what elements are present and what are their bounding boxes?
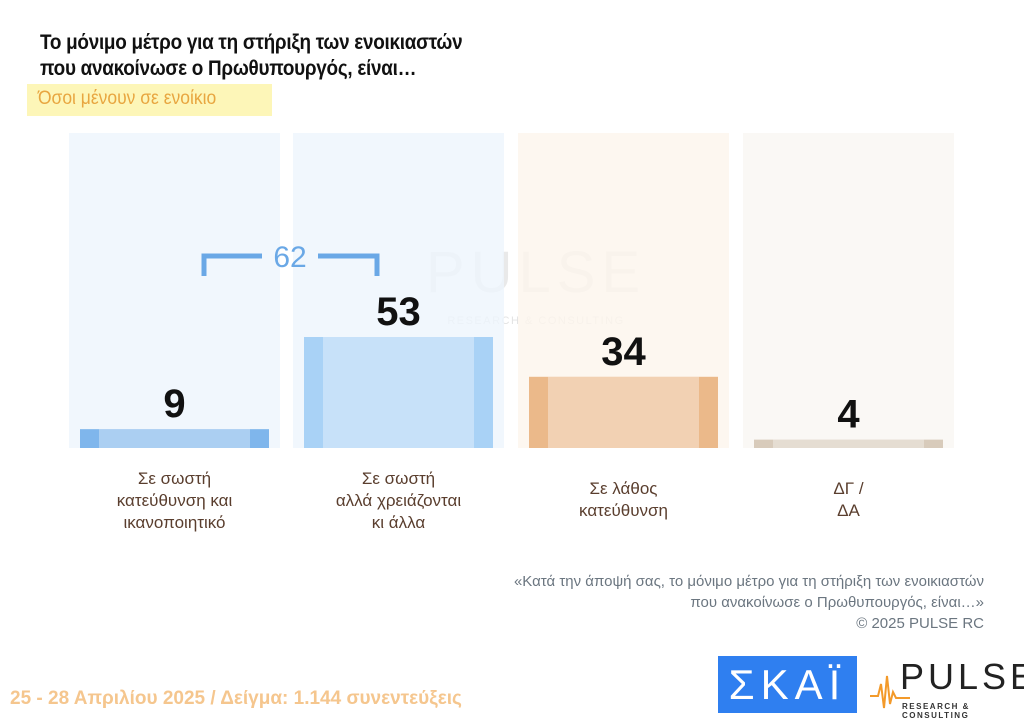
title-line: που ανακοίνωσε ο Πρωθυπουργός, είναι… [40,57,417,80]
bar-highlight [99,429,250,448]
bar [529,376,718,448]
bar [304,337,493,448]
column-background [69,133,280,448]
category-label-line: κατεύθυνση και [116,491,233,510]
title-line: Το μόνιμο μέτρο για τη στήριξη των ενοικ… [40,31,463,54]
category-label-line: Σε σωστή [137,469,212,488]
question-note: «Κατά την άποψή σας, το μόνιμο μέτρο για… [514,571,984,634]
bar-highlight [548,376,699,448]
data-label: 53 [376,290,421,334]
chart-title: Το μόνιμο μέτρο για τη στήριξη των ενοικ… [40,30,463,82]
category-label-line: ΔΑ [837,501,860,520]
bracket-right [318,253,380,276]
category-label: Σε λάθος κατεύθυνση [518,478,729,522]
bracket-left [201,253,262,276]
category-label-line: Σε σωστή [361,469,436,488]
subtitle: Όσοι μένουν σε ενοίκιο [38,88,217,109]
skai-logo: ΣΚΑΪ [718,656,857,713]
category-label-line: αλλά χρειάζονται [335,491,462,510]
category-label-line: ικανοποιητικό [123,513,226,532]
category-label: Σε σωστή κατεύθυνση και ικανοποιητικό [69,468,280,534]
bar [754,439,943,448]
bar-highlight [773,439,924,448]
column-background [743,133,954,448]
copyright: © 2025 PULSE RC [856,615,984,632]
pulse-logo: PULSERESEARCH & CONSULTING [870,656,1024,720]
bracket-sum-label: 62 [273,241,306,274]
category-label-line: ΔΓ / [833,479,864,498]
category-label: Σε σωστή αλλά χρειάζονται κι άλλα [293,468,504,534]
category-label-line: κατεύθυνση [579,501,668,520]
note-line: που ανακοίνωσε ο Πρωθυπουργός, είναι…» [690,594,984,611]
bar [80,429,269,448]
data-label: 4 [837,393,860,437]
category-label-line: Σε λάθος [589,479,658,498]
note-line: «Κατά την άποψή σας, το μόνιμο μέτρο για… [513,573,984,590]
data-label: 9 [163,382,185,426]
footer-dates-sample: 25 - 28 Απριλίου 2025 / Δείγμα: 1.144 συ… [10,688,462,709]
data-label: 34 [601,330,646,374]
category-label: ΔΓ / ΔΑ [743,478,954,522]
subtitle-badge: Όσοι μένουν σε ενοίκιο [27,84,272,116]
bar-highlight [323,337,474,448]
category-label-line: κι άλλα [371,513,426,532]
